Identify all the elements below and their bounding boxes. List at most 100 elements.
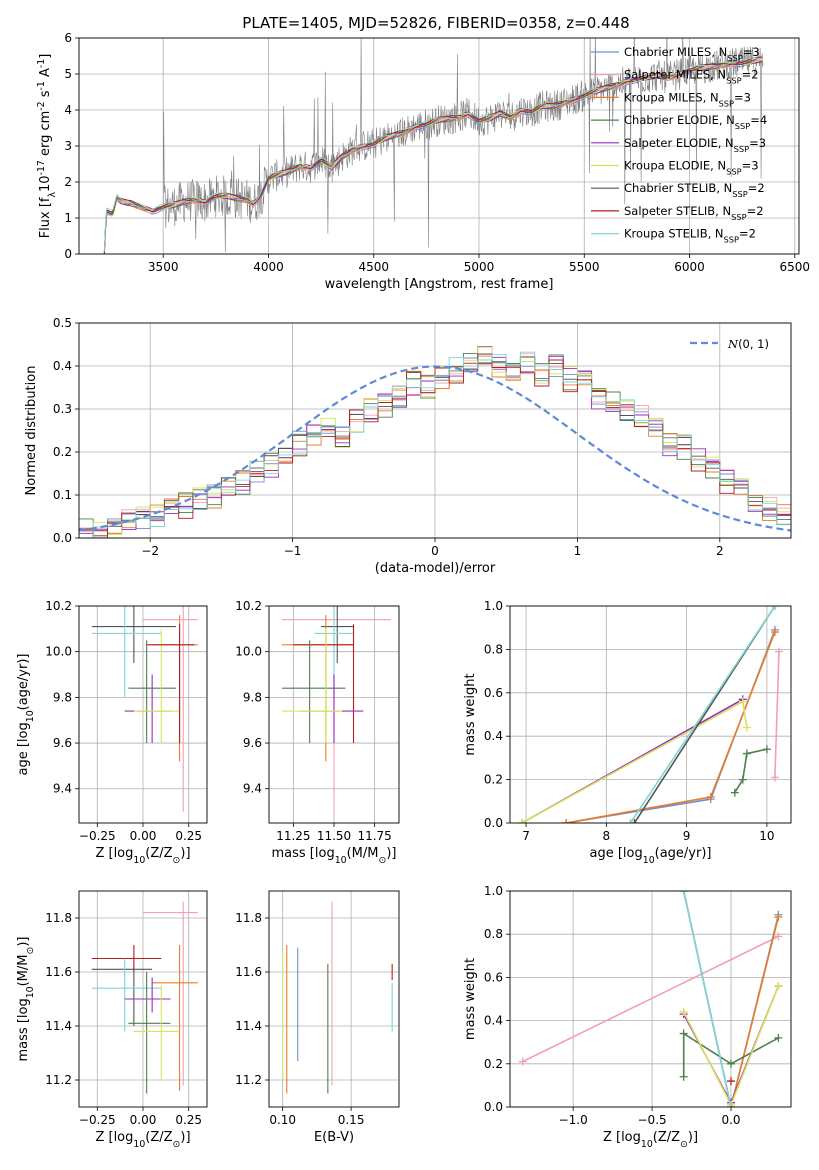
data-point — [738, 697, 747, 706]
y-axis-label: mass weight — [463, 673, 478, 755]
y-tick-label: 9.4 — [53, 782, 72, 796]
plot-area — [79, 346, 791, 538]
data-point — [774, 932, 783, 941]
y-axis-label: mass [log10(M/M⊙)] — [16, 937, 36, 1062]
panel-massweight_vs_Z: −1.0 −0.5 0.0 0.0 0.2 0.4 0.6 0.8 1.0 Z [log10(Z/… — [463, 884, 792, 1150]
legend-label: Chabrier MILES, NSSP=3 — [624, 45, 760, 63]
axes-frame — [78, 37, 800, 255]
plot-area — [518, 891, 783, 1107]
data-point — [630, 819, 639, 823]
errorbar-chabrier-stelib — [91, 606, 176, 664]
axes-frame — [268, 605, 400, 824]
x-tick-label: 0.25 — [175, 1113, 202, 1127]
gaussian-curve — [79, 365, 791, 532]
x-tick-label: 11.25 — [276, 829, 310, 843]
y-tick-label: 1 — [64, 211, 72, 225]
data-point — [774, 647, 783, 656]
y-tick-label: 9.8 — [53, 690, 72, 704]
legend-label: Salpeter MILES, NSSP=2 — [624, 68, 759, 86]
panel-age_vs_mass: 11.25 11.50 11.75 9.4 9.6 9.8 10.0 10.2 mass [lo… — [235, 599, 400, 866]
y-tick-label: 9.4 — [243, 782, 262, 796]
series-kroupa-stelib — [626, 606, 779, 823]
series-salpeter-elodie — [518, 695, 747, 823]
x-tick-label: −1 — [284, 544, 302, 558]
y-tick-label: 10.2 — [235, 599, 262, 613]
x-tick-label: 0.15 — [338, 1113, 365, 1127]
model-line-kroupa-elodie — [103, 58, 763, 254]
x-axis-label: wavelength [Angstrom, rest frame] — [325, 277, 554, 292]
data-point — [626, 819, 635, 823]
series-kroupa-elodie — [518, 697, 751, 823]
data-point — [518, 1057, 527, 1066]
y-tick-label: 0.3 — [53, 402, 72, 416]
errorbar-salpeter-stelib — [293, 624, 355, 744]
series-line — [682, 891, 732, 1107]
series-line — [774, 651, 780, 778]
gauss-legend-label: N(0, 1) — [727, 337, 769, 351]
y-tick-label: 9.6 — [243, 736, 262, 750]
panel-mass_vs_Z: −0.25 0.00 0.25 11.2 11.4 11.6 11.8 Z [log10(Z/… — [16, 890, 208, 1150]
x-tick-label: 5500 — [569, 260, 600, 274]
series-line — [629, 606, 776, 823]
y-tick-label: 11.6 — [235, 965, 262, 979]
y-tick-label: 4 — [64, 103, 72, 117]
histogram-kroupa-stelib — [79, 351, 791, 538]
axes-frame — [78, 605, 208, 824]
x-axis-label: mass [log10(M/M⊙)] — [272, 846, 397, 866]
series-line — [521, 700, 748, 823]
data-point — [738, 775, 747, 784]
y-tick-label: 0.8 — [484, 927, 503, 941]
panel-massweight_vs_age: 7 8 9 10 0.0 0.2 0.4 0.6 0.8 1.0 age [log10(age/yr… — [463, 599, 792, 866]
series-chabrier-elodie — [679, 1029, 783, 1081]
y-tick-label: 10.0 — [45, 645, 72, 659]
data-point — [762, 745, 771, 754]
data-point — [679, 1029, 688, 1038]
data-point — [770, 628, 779, 637]
x-tick-label: 1 — [574, 544, 582, 558]
x-tick-label: 0.0 — [721, 1113, 740, 1127]
errorbar-chabrier-elodie — [128, 972, 171, 1094]
y-tick-label: 5 — [64, 67, 72, 81]
x-tick-label: 3500 — [148, 260, 179, 274]
y-tick-label: 11.6 — [45, 965, 72, 979]
x-tick-label: 4500 — [358, 260, 389, 274]
errorbar-kroupa-elodie — [133, 985, 180, 1080]
errorbar-salpeter-stelib — [146, 624, 195, 744]
plot-area — [103, 38, 764, 254]
axes-frame — [78, 322, 792, 539]
x-tick-label: 0.25 — [175, 829, 202, 843]
y-tick-label: 11.4 — [45, 1019, 72, 1033]
legend-label: Salpeter STELIB, NSSP=2 — [624, 204, 764, 222]
data-point — [774, 1033, 783, 1042]
errorbar-salpeter-elodie — [124, 674, 171, 744]
panel-spectrum: 3500 4000 4500 5000 5500 6000 6500 0 1 2 3 4 5 6 wavel… — [36, 31, 811, 292]
y-tick-label: 0.2 — [484, 773, 503, 787]
y-tick-label: 1.0 — [484, 884, 503, 898]
axes-frame — [78, 890, 208, 1108]
figure-title: PLATE=1405, MJD=52826, FIBERID=0358, z=0… — [242, 14, 629, 32]
series-kroupa-stelib — [679, 891, 736, 1107]
panel-mass_vs_ebv: 0.10 0.15 11.2 11.4 11.6 11.8 E(B-V) — [235, 890, 400, 1145]
y-tick-label: 3 — [64, 139, 72, 153]
data-point — [518, 819, 527, 823]
y-tick-label: 0.6 — [484, 686, 503, 700]
data-point — [562, 819, 571, 823]
x-axis-label: Z [log10(Z/Z⊙)] — [95, 1130, 190, 1150]
y-tick-label: 1.0 — [484, 599, 503, 613]
plot-area — [282, 606, 391, 812]
panel-residuals: −2 −1 0 1 2 0.0 0.1 0.2 0.3 0.4 0.5 (data-model)/er… — [24, 316, 792, 576]
legend-label: Chabrier STELIB, NSSP=2 — [624, 181, 765, 199]
data-point — [727, 1059, 736, 1068]
x-axis-label: age [log10(age/yr)] — [590, 846, 712, 866]
series-line — [730, 916, 780, 1107]
legend-label: Salpeter ELODIE, NSSP=3 — [624, 136, 766, 154]
x-tick-label: 7 — [522, 829, 530, 843]
series-salpeter-miles — [518, 932, 783, 1066]
model-line-salpeter-stelib — [103, 56, 763, 254]
x-axis-label: E(B-V) — [314, 1130, 354, 1145]
panels: 3500 4000 4500 5000 5500 6000 6500 0 1 2 3 4 5 6 wavel… — [16, 31, 810, 1150]
errorbar-kroupa-miles — [152, 945, 198, 1091]
x-axis-label: Z [log10(Z/Z⊙)] — [603, 1130, 698, 1150]
x-axis-label: Z [log10(Z/Z⊙)] — [95, 846, 190, 866]
